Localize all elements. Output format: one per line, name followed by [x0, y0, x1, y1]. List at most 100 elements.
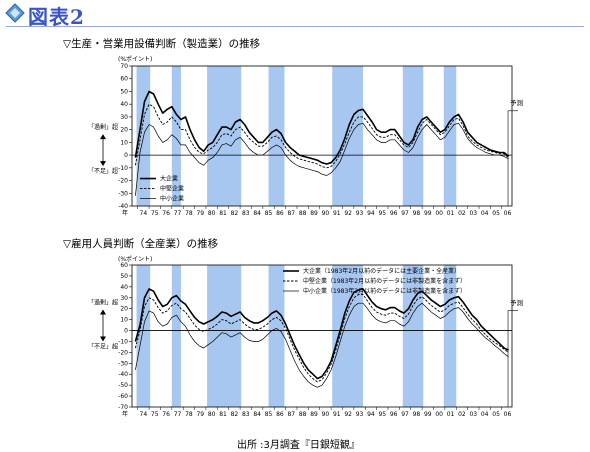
forecast-label: 予測	[510, 298, 523, 307]
x-tick-label: 92	[344, 210, 352, 217]
y-tick-label: -40	[118, 371, 128, 378]
x-tick-label: 98	[413, 210, 421, 217]
x-tick-label: 03	[469, 411, 477, 418]
diamond-bullet-icon	[5, 3, 25, 23]
chart2-unit-label: (%ポイント)	[118, 256, 153, 263]
arrow-up-icon	[100, 134, 106, 140]
shaded-period	[402, 265, 424, 407]
x-tick-label: 78	[185, 411, 193, 418]
source-note: 出所 :3月調査『日銀短観』	[237, 440, 360, 451]
x-tick-label: 96	[390, 210, 398, 217]
x-tick-label: 87	[287, 411, 295, 418]
x-tick-label: 99	[424, 411, 432, 418]
y-tick-label: -40	[118, 203, 128, 210]
y-tick-label: 40	[120, 101, 128, 108]
x-tick-label: 83	[242, 411, 250, 418]
y-tick-label: 20	[120, 127, 128, 134]
shaded-period	[136, 265, 151, 407]
x-tick-label: 74	[140, 210, 148, 217]
plot-frame	[131, 65, 513, 207]
x-tick-label: 91	[333, 411, 341, 418]
y-tick-label: -20	[118, 178, 128, 185]
series-line-2	[135, 122, 509, 196]
x-tick-label: 81	[219, 210, 227, 217]
excess-label: 「過剰」超	[88, 123, 118, 131]
y-tick-label: -70	[118, 404, 128, 411]
y-tick-label: 70	[120, 63, 128, 70]
y-tick-label: 40	[120, 284, 128, 291]
chart1-unit-label: (%ポイント)	[118, 56, 153, 63]
x-tick-label: 83	[242, 210, 250, 217]
x-tick-label: 93	[356, 210, 364, 217]
x-tick-label: 94	[367, 210, 375, 217]
x-tick-label: 05	[492, 210, 500, 217]
x-tick-label: 93	[356, 411, 364, 418]
x-tick-label: 87	[287, 210, 295, 217]
x-tick-label: 01	[447, 411, 455, 418]
x-tick-label: 79	[196, 411, 204, 418]
arrow-down-icon	[100, 161, 106, 167]
x-tick-label: 04	[481, 411, 489, 418]
y-tick-label: 20	[120, 306, 128, 313]
legend-label-0: 大企業（1983年2月以前のデータには主要企業・全産業）	[303, 267, 460, 275]
legend-label-0: 大企業	[160, 175, 178, 183]
header-rule	[6, 26, 584, 27]
y-tick-label: -30	[118, 190, 128, 197]
x-tick-label: 84	[253, 210, 261, 217]
series-line-2	[135, 302, 509, 388]
shaded-period	[171, 66, 181, 206]
x-tick-label: 77	[174, 411, 182, 418]
x-tick-label: 81	[219, 411, 227, 418]
shaded-period	[268, 265, 285, 407]
y-tick-label: 0	[124, 152, 128, 159]
shaded-period	[443, 66, 457, 206]
x-tick-label: 02	[458, 411, 466, 418]
x-tick-label: 00	[435, 210, 443, 217]
x-tick-label: 89	[310, 411, 318, 418]
y-tick-label: -30	[118, 360, 128, 367]
x-tick-label: 76	[162, 210, 170, 217]
x-tick-label: 80	[208, 210, 216, 217]
shaded-period	[207, 265, 242, 407]
x-tick-label: 84	[253, 411, 261, 418]
page-title: 図表2	[28, 5, 85, 29]
x-tick-label: 05	[492, 411, 500, 418]
y-tick-label: 0	[124, 328, 128, 335]
x-tick-label: 89	[310, 210, 318, 217]
x-axis-year-prefix: 年	[122, 209, 128, 217]
x-tick-label: 95	[378, 210, 386, 217]
x-tick-label: 75	[151, 210, 159, 217]
x-tick-label: 91	[333, 210, 341, 217]
shaded-period	[207, 66, 242, 206]
y-tick-label: 60	[120, 76, 128, 83]
chart2-title: ▽雇用人員判断（全産業）の推移	[63, 238, 219, 250]
x-tick-label: 77	[174, 210, 182, 217]
y-tick-label: -10	[118, 165, 128, 172]
arrow-up-icon	[100, 309, 106, 315]
x-tick-label: 76	[162, 411, 170, 418]
x-tick-label: 97	[401, 411, 409, 418]
x-tick-label: 90	[322, 210, 330, 217]
shortage-label: 「不足」超	[88, 343, 118, 351]
x-tick-label: 78	[185, 210, 193, 217]
plot-frame	[131, 264, 513, 408]
y-tick-label: 10	[120, 139, 128, 146]
x-tick-label: 90	[322, 411, 330, 418]
y-tick-label: 60	[120, 262, 128, 269]
x-tick-label: 06	[504, 411, 512, 418]
x-tick-label: 95	[378, 411, 386, 418]
x-tick-label: 88	[299, 210, 307, 217]
legend-label-2: 中小企業	[160, 195, 184, 203]
x-tick-label: 88	[299, 411, 307, 418]
shaded-period	[332, 66, 363, 206]
x-tick-label: 79	[196, 210, 204, 217]
x-tick-label: 74	[140, 411, 148, 418]
x-tick-label: 85	[265, 210, 273, 217]
y-tick-label: 50	[120, 88, 128, 95]
arrow-down-icon	[100, 336, 106, 342]
x-tick-label: 92	[344, 411, 352, 418]
shortage-label: 「不足」超	[88, 167, 118, 175]
x-tick-label: 03	[469, 210, 477, 217]
